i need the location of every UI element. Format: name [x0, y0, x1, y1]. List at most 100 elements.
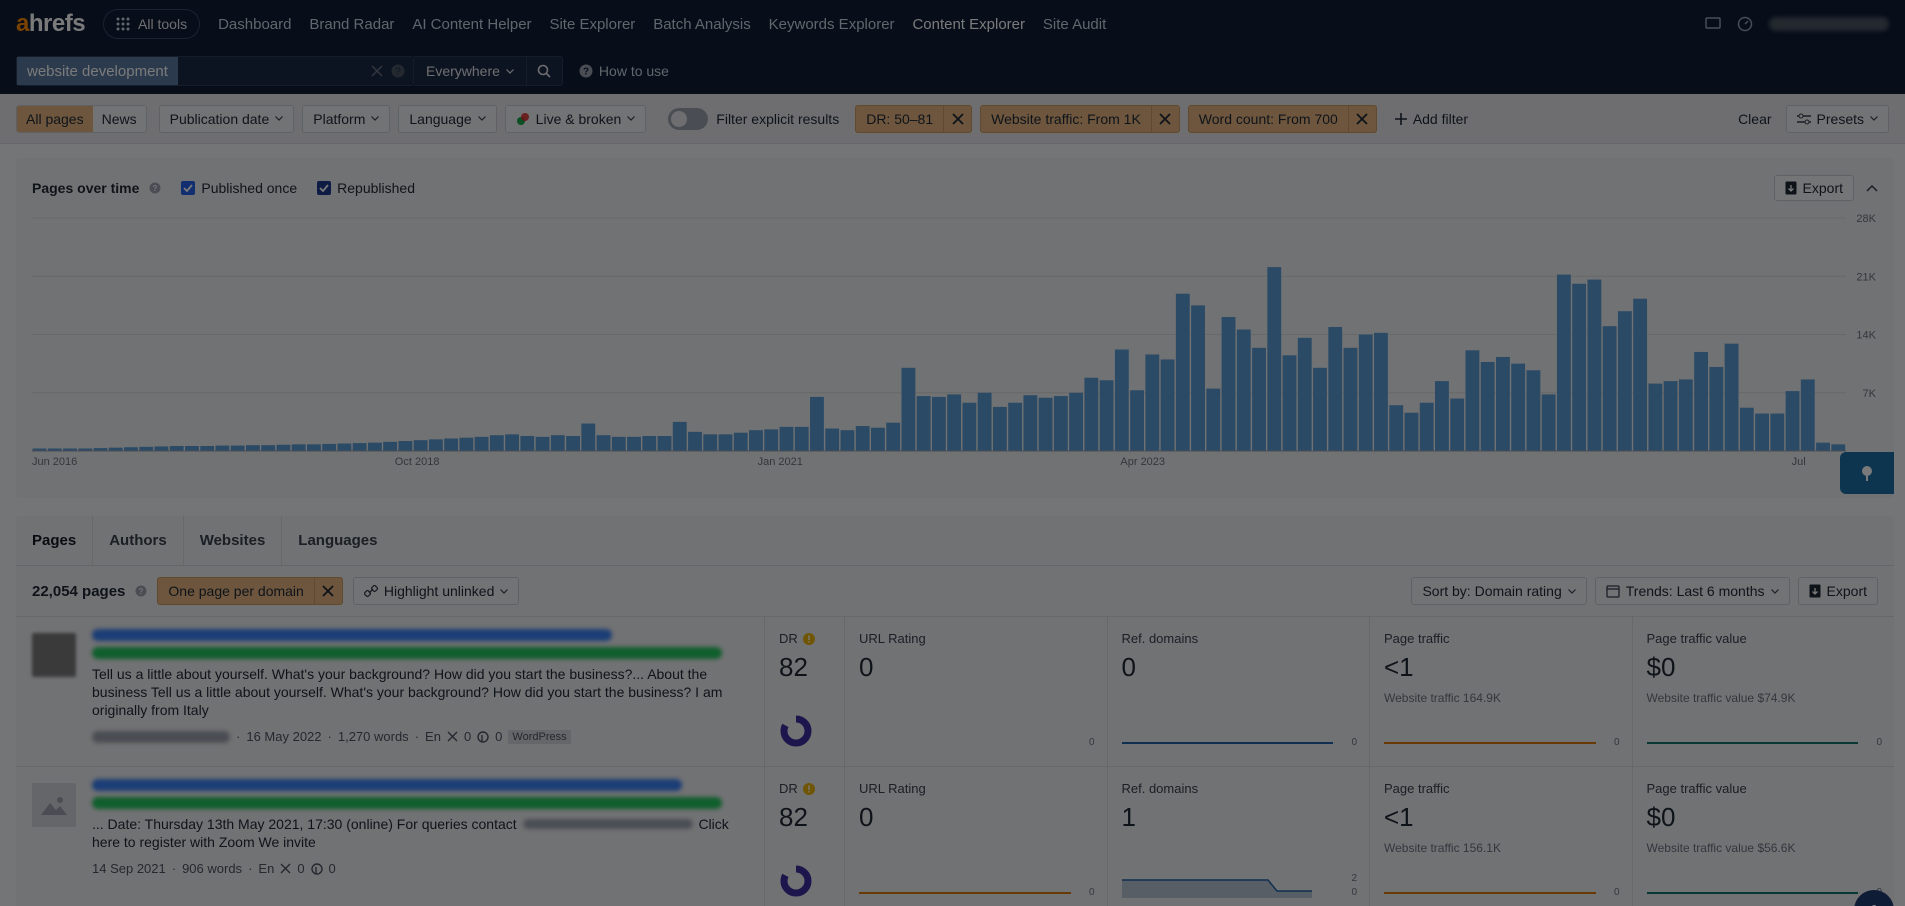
chart-bar[interactable] — [931, 396, 946, 451]
live-broken-dropdown[interactable]: Live & broken — [504, 104, 647, 133]
chart-bar[interactable] — [505, 434, 519, 451]
sort-by-dropdown[interactable]: Sort by: Domain rating — [1411, 577, 1587, 605]
chart-bar[interactable] — [1724, 343, 1739, 451]
chart-bar[interactable] — [1038, 397, 1053, 451]
search-button[interactable] — [526, 56, 563, 86]
chart-bar[interactable] — [672, 421, 687, 451]
chart-bar[interactable] — [1617, 311, 1632, 451]
search-scope-dropdown[interactable]: Everywhere — [414, 56, 527, 86]
chart-bar[interactable] — [1541, 394, 1556, 451]
chart-bar[interactable] — [581, 423, 596, 451]
chart-bar[interactable] — [550, 435, 565, 451]
chart-bar[interactable] — [291, 444, 306, 451]
chart-bar[interactable] — [1770, 413, 1785, 451]
chart-bar[interactable] — [1252, 347, 1266, 451]
chart-bar[interactable] — [1419, 402, 1434, 451]
results-export-button[interactable]: Export — [1797, 577, 1878, 605]
website-traffic-filter-chip[interactable]: Website traffic: From 1K — [980, 104, 1180, 133]
remove-dr-filter-button[interactable] — [943, 105, 971, 132]
feedback-button[interactable] — [1840, 452, 1894, 494]
collapse-chevron-icon[interactable] — [1866, 184, 1878, 192]
chart-bar[interactable] — [169, 446, 184, 451]
chart-bar[interactable] — [794, 426, 809, 451]
how-to-use-link[interactable]: ? How to use — [579, 63, 669, 79]
chart-bar[interactable] — [1130, 390, 1144, 451]
news-option[interactable]: News — [92, 105, 146, 132]
chart-bar[interactable] — [1267, 267, 1282, 451]
chart-bar[interactable] — [261, 445, 276, 451]
word-count-filter-chip[interactable]: Word count: From 700 — [1187, 104, 1377, 133]
account-menu[interactable] — [1769, 17, 1889, 31]
help-chat-button[interactable]: ? — [1854, 890, 1894, 906]
chart-bar[interactable] — [1114, 349, 1129, 451]
remove-traffic-filter-button[interactable] — [1150, 105, 1179, 132]
chart-bar[interactable] — [718, 434, 733, 451]
chart-bar[interactable] — [1755, 413, 1769, 451]
chart-bar[interactable] — [1694, 351, 1709, 451]
tab-pages[interactable]: Pages — [32, 515, 94, 566]
chart-bar[interactable] — [1099, 380, 1114, 451]
chart-bar[interactable] — [1145, 354, 1160, 451]
chart-bar[interactable] — [1785, 391, 1800, 451]
search-query[interactable]: website development — [17, 57, 178, 85]
chart-bar[interactable] — [1313, 367, 1327, 451]
chart-bar[interactable] — [703, 434, 718, 451]
chart-bar[interactable] — [535, 436, 550, 451]
chart-bar[interactable] — [139, 446, 154, 451]
chart-bar[interactable] — [1648, 383, 1663, 451]
chart-bar[interactable] — [642, 436, 657, 451]
chart-bar[interactable] — [764, 429, 779, 451]
tab-websites[interactable]: Websites — [184, 515, 283, 566]
chart-bar[interactable] — [124, 447, 138, 451]
chart-bar[interactable] — [398, 441, 413, 451]
chart-bar[interactable] — [1191, 305, 1205, 451]
chart-bar[interactable] — [520, 436, 535, 451]
chart-bar[interactable] — [200, 446, 215, 451]
page-url-link[interactable] — [92, 647, 722, 659]
page-url-link[interactable] — [92, 797, 722, 809]
chart-export-button[interactable]: Export — [1773, 175, 1854, 201]
chart-bar[interactable] — [1358, 334, 1373, 452]
remove-word-count-filter-button[interactable] — [1347, 105, 1376, 132]
dr-filter-chip[interactable]: DR: 50–81 — [855, 104, 973, 133]
chart-bar[interactable] — [825, 428, 840, 451]
chart-bar[interactable] — [1587, 279, 1602, 451]
chart-bar[interactable] — [1800, 379, 1815, 451]
info-icon[interactable]: ? — [135, 585, 147, 597]
chart-bar[interactable] — [1602, 326, 1617, 451]
chart-bar[interactable] — [1282, 355, 1297, 451]
chart-bar[interactable] — [246, 445, 260, 451]
chart-bar[interactable] — [1236, 329, 1251, 451]
chart-bar[interactable] — [276, 444, 291, 451]
published-once-checkbox[interactable]: Published once — [181, 180, 297, 196]
tab-languages[interactable]: Languages — [298, 532, 378, 549]
chart-bar[interactable] — [428, 439, 443, 451]
chart-bar[interactable] — [810, 396, 824, 451]
chart-bar[interactable] — [688, 431, 702, 451]
chart-bar[interactable] — [1465, 350, 1480, 451]
explicit-filter-toggle[interactable] — [668, 107, 709, 130]
chart-bar[interactable] — [1221, 317, 1236, 451]
chart-bar[interactable] — [1374, 332, 1388, 451]
chart-bar[interactable] — [306, 444, 321, 451]
trends-dropdown[interactable]: Trends: Last 6 months — [1594, 577, 1790, 605]
chart-bar[interactable] — [733, 432, 748, 451]
republished-checkbox[interactable]: Republished — [317, 180, 415, 196]
nav-link-keywords-explorer[interactable]: Keywords Explorer — [768, 15, 895, 33]
chart-bar[interactable] — [413, 440, 428, 451]
chart-bar[interactable] — [489, 435, 504, 451]
chart-bar[interactable] — [1572, 283, 1587, 451]
chart-bar[interactable] — [1739, 407, 1754, 451]
chart-bar[interactable] — [474, 436, 489, 451]
chart-bar[interactable] — [1663, 381, 1678, 451]
chart-bar[interactable] — [1633, 298, 1648, 451]
tab-authors[interactable]: Authors — [93, 515, 184, 566]
chart-bar[interactable] — [1328, 327, 1343, 451]
chart-bar[interactable] — [886, 422, 901, 451]
nav-link-site-explorer[interactable]: Site Explorer — [549, 15, 636, 33]
chart-bar[interactable] — [215, 445, 230, 451]
chart-bar[interactable] — [962, 402, 977, 451]
chart-bar[interactable] — [1678, 379, 1693, 451]
chart-bar[interactable] — [627, 436, 641, 451]
language-dropdown[interactable]: Language — [398, 104, 497, 133]
